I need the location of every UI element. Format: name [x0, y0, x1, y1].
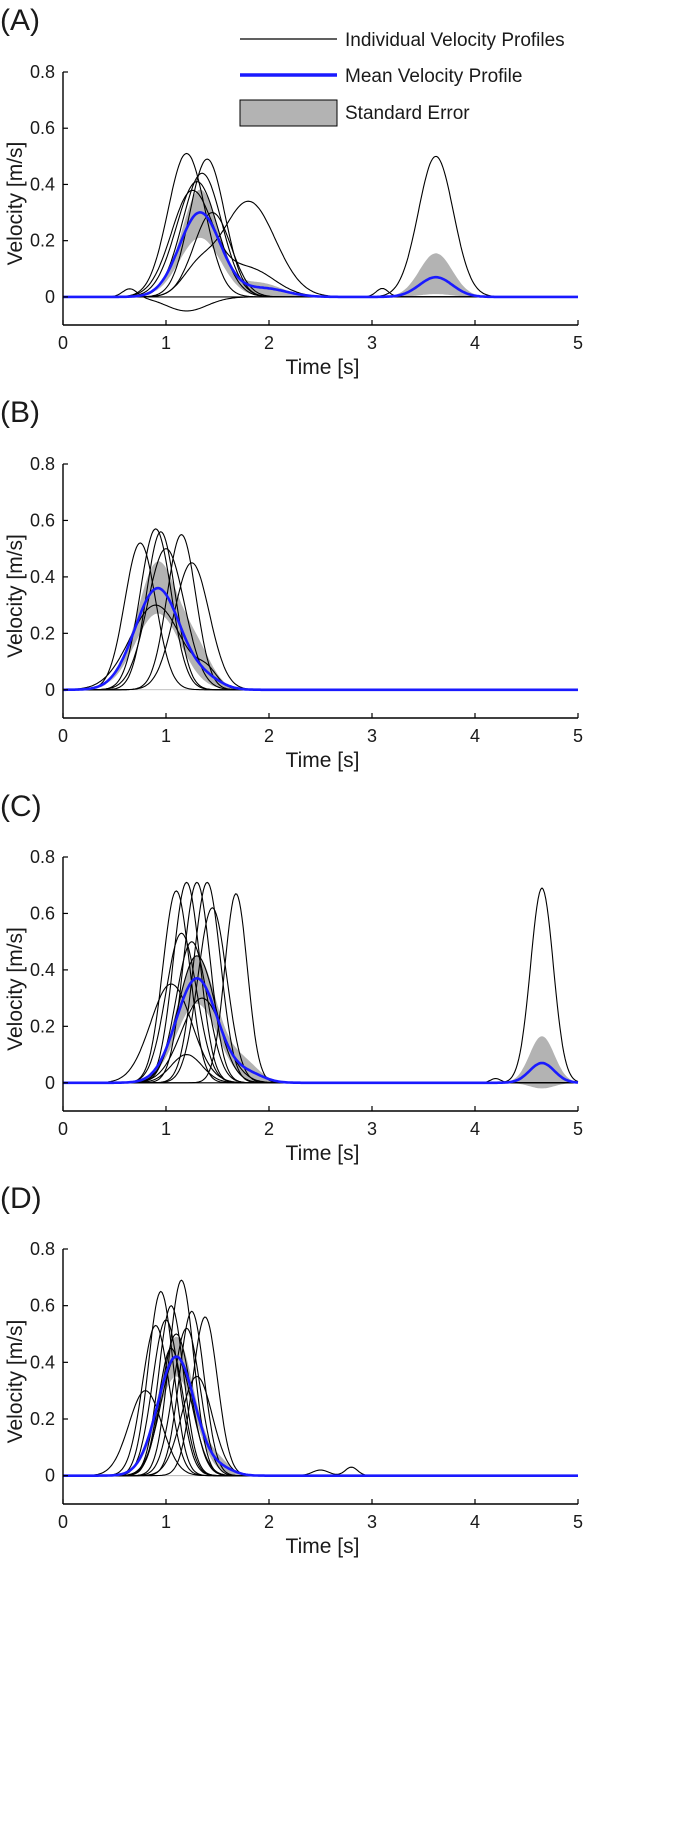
individual-profile-1	[63, 158, 578, 298]
individual-profile-4	[63, 907, 578, 1084]
x-tick-label: 5	[573, 333, 583, 353]
mean-profile	[63, 211, 578, 299]
individual-profile-11	[63, 887, 579, 1084]
individual-profile-4	[63, 189, 578, 298]
y-tick-label: 0	[45, 287, 55, 307]
panel-label: (D)	[0, 1182, 42, 1215]
legend-mean-label: Mean Velocity Profile	[345, 66, 522, 87]
x-axis-label: Time [s]	[286, 1142, 360, 1165]
y-tick-label: 0	[45, 680, 55, 700]
individual-profile-2	[63, 181, 578, 298]
x-axis-label: Time [s]	[286, 749, 360, 772]
panel-label: (B)	[0, 396, 40, 429]
x-tick-label: 0	[58, 726, 68, 746]
panel-2: 0 1 2 3 4 5 0 0.2 0.4 0.6 0.8 Time [s] Velocity [m/s…	[0, 790, 583, 1165]
x-tick-label: 0	[58, 333, 68, 353]
panel-label: (A)	[0, 4, 40, 37]
y-axis-label: Velocity [m/s]	[4, 927, 27, 1051]
x-tick-label: 3	[367, 1119, 377, 1139]
x-tick-label: 1	[161, 1512, 171, 1532]
y-tick-label: 0.2	[30, 1016, 55, 1036]
y-tick-label: 0.4	[30, 567, 55, 587]
y-tick-label: 0.6	[30, 118, 55, 138]
x-tick-label: 3	[367, 726, 377, 746]
individual-profile-1	[63, 881, 578, 1084]
individual-profile-10	[63, 997, 578, 1084]
individual-profile-6	[63, 155, 578, 298]
stderr-band	[63, 189, 578, 297]
y-tick-label: 0.6	[30, 510, 55, 530]
individual-profile-5	[63, 200, 578, 298]
x-tick-label: 4	[470, 1119, 480, 1139]
panel-label: (C)	[0, 790, 42, 823]
y-tick-label: 0.2	[30, 1409, 55, 1429]
y-tick-label: 0	[45, 1466, 55, 1486]
y-tick-label: 0.8	[30, 847, 55, 867]
stderr-band	[63, 561, 578, 690]
x-tick-label: 5	[573, 726, 583, 746]
y-tick-label: 0.8	[30, 1239, 55, 1259]
y-tick-label: 0.4	[30, 960, 55, 980]
y-tick-label: 0.2	[30, 231, 55, 251]
individual-profile-8	[63, 212, 578, 298]
y-tick-label: 0.6	[30, 903, 55, 923]
x-tick-label: 0	[58, 1512, 68, 1532]
individual-profile-2	[63, 881, 578, 1084]
individual-profile-8	[63, 955, 578, 1084]
individual-profile-6	[63, 932, 578, 1084]
y-axis-label: Velocity [m/s]	[4, 142, 27, 266]
individual-profile-3	[63, 881, 578, 1084]
legend-individual-label: Individual Velocity Profiles	[345, 30, 565, 51]
panel-0: 0 1 2 3 4 5 0 0.2 0.4 0.6 0.8 Time [s] Velocity [m/s…	[0, 4, 583, 379]
legend: Individual Velocity Profiles Mean Velocit…	[239, 30, 565, 127]
x-tick-label: 4	[470, 333, 480, 353]
y-tick-label: 0.2	[30, 623, 55, 643]
individual-profile-7	[63, 941, 578, 1084]
y-tick-label: 0.4	[30, 1352, 55, 1372]
individual-profile-7	[63, 1333, 578, 1477]
panel-1: 0 1 2 3 4 5 0 0.2 0.4 0.6 0.8 Time [s] Velocity [m/s…	[0, 396, 583, 772]
x-tick-label: 4	[470, 726, 480, 746]
individual-profile-3	[63, 172, 578, 298]
mean-profile	[63, 1355, 578, 1477]
x-tick-label: 5	[573, 1512, 583, 1532]
individual-profile-9	[63, 983, 578, 1084]
x-tick-label: 2	[264, 1512, 274, 1532]
stderr-band	[63, 955, 578, 1089]
mean-profile	[63, 976, 579, 1085]
x-tick-label: 5	[573, 1119, 583, 1139]
individual-profile-10	[63, 1375, 578, 1477]
x-tick-label: 2	[264, 333, 274, 353]
mean-profile	[63, 586, 578, 692]
individual-profile-0	[63, 890, 578, 1084]
x-tick-label: 1	[161, 1119, 171, 1139]
individual-profile-2	[63, 1279, 578, 1477]
y-tick-label: 0.8	[30, 454, 55, 474]
x-axis-label: Time [s]	[286, 356, 360, 379]
y-axis-label: Velocity [m/s]	[4, 1320, 27, 1444]
individual-profile-0	[63, 1290, 578, 1477]
x-tick-label: 0	[58, 1119, 68, 1139]
x-axis-label: Time [s]	[286, 1535, 360, 1558]
legend-stderr-label: Standard Error	[345, 103, 470, 124]
individual-profile-5	[63, 893, 578, 1084]
y-axis-label: Velocity [m/s]	[4, 534, 27, 658]
x-tick-label: 3	[367, 1512, 377, 1532]
y-tick-label: 0	[45, 1073, 55, 1093]
x-tick-label: 3	[367, 333, 377, 353]
x-tick-label: 2	[264, 726, 274, 746]
legend-stderr-swatch	[239, 99, 338, 127]
x-tick-label: 1	[161, 726, 171, 746]
x-tick-label: 2	[264, 1119, 274, 1139]
x-tick-label: 4	[470, 1512, 480, 1532]
x-tick-label: 1	[161, 333, 171, 353]
y-tick-label: 0.6	[30, 1296, 55, 1316]
individual-profile-5	[63, 1324, 578, 1477]
y-tick-label: 0.4	[30, 174, 55, 194]
individual-profile-0	[63, 152, 578, 298]
y-tick-label: 0.8	[30, 62, 55, 82]
panel-3: 0 1 2 3 4 5 0 0.2 0.4 0.6 0.8 Time [s] Velocity [m/s…	[0, 1182, 583, 1558]
